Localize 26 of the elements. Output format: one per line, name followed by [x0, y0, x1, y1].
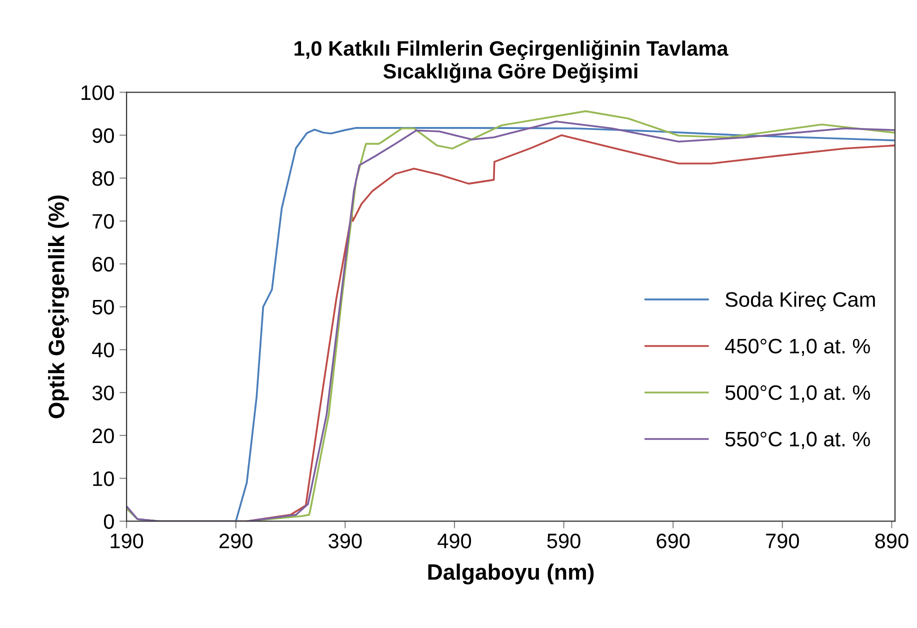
legend-label: Soda Kireç Cam: [726, 292, 875, 312]
y-tick-label: 80: [92, 171, 114, 186]
y-tick-label: 30: [92, 386, 114, 400]
chart-title: 1,0 Katkılı Filmlerin Geçirgenliğinin Tavlama Sıcaklığına Göre Değişimi: [294, 40, 728, 83]
legend-label: 550°C 1,0 at. %: [725, 432, 870, 449]
x-tick-label: 190: [110, 534, 144, 548]
y-tick-label: 0: [104, 514, 114, 529]
y-tick-label: 100: [82, 85, 114, 100]
y-tick-label: 40: [92, 342, 114, 358]
x-axis-title: Dalgaboyu (nm): [428, 564, 594, 584]
y-tick-label: 70: [92, 214, 114, 229]
y-tick-label: 10: [93, 471, 114, 486]
y-tick-label: 50: [92, 300, 114, 315]
y-tick-label: 20: [92, 428, 114, 444]
legend-label: 500°C 1,0 at. %: [725, 385, 870, 402]
y-tick-label: 60: [92, 256, 114, 272]
x-tick-label: 890: [875, 534, 908, 548]
y-tick-label: 90: [92, 128, 114, 143]
x-tick-label: 790: [766, 534, 799, 548]
x-tick-label: 390: [328, 534, 362, 548]
legend-label: 450°C 1,0 at. %: [725, 338, 870, 356]
x-tick-label: 290: [220, 534, 252, 548]
x-tick-label: 490: [438, 534, 472, 548]
x-tick-label: 690: [656, 534, 690, 548]
x-tick-label: 590: [547, 534, 580, 548]
y-axis-title: Optik Geçirgenlik (%): [48, 196, 69, 418]
